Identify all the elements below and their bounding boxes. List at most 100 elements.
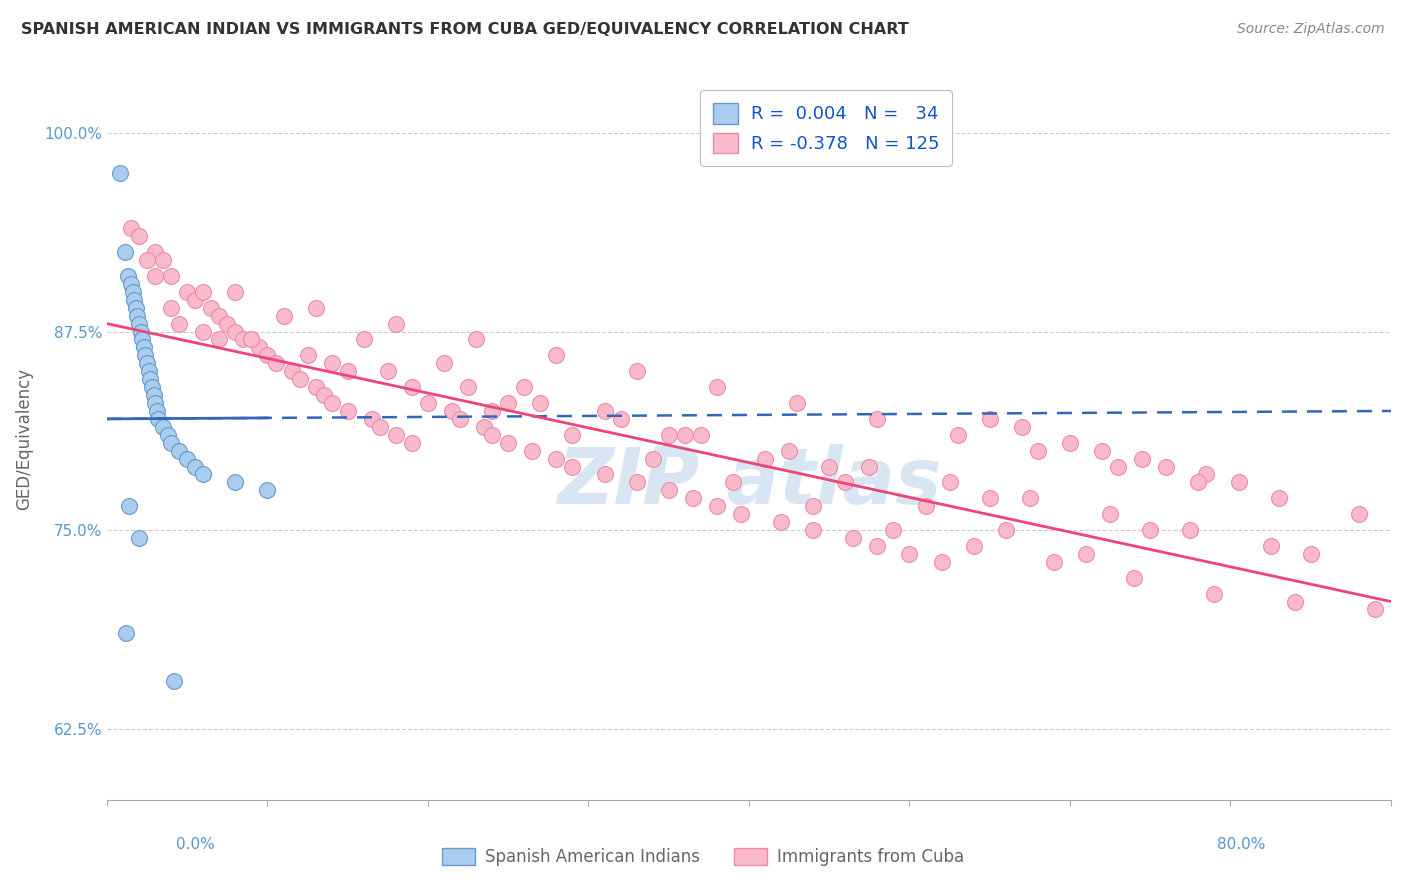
Point xyxy=(529,396,551,410)
Point xyxy=(1156,459,1178,474)
Point xyxy=(1348,507,1371,521)
Point xyxy=(142,388,165,402)
Point xyxy=(1260,539,1282,553)
Point xyxy=(898,547,921,561)
Point xyxy=(217,317,239,331)
Point xyxy=(224,325,246,339)
Point xyxy=(1026,443,1049,458)
Point xyxy=(184,459,207,474)
Point xyxy=(449,412,471,426)
Point xyxy=(1091,443,1114,458)
Point xyxy=(120,277,142,291)
Point xyxy=(706,380,728,394)
Point xyxy=(193,467,215,482)
Point xyxy=(1180,523,1202,537)
Point xyxy=(256,483,278,498)
Point xyxy=(457,380,479,394)
Point xyxy=(160,301,183,315)
Point xyxy=(673,427,696,442)
Point xyxy=(546,451,568,466)
Point xyxy=(416,396,439,410)
Point xyxy=(1130,451,1153,466)
Point xyxy=(249,341,271,355)
Point xyxy=(240,333,263,347)
Point xyxy=(304,301,326,315)
Point xyxy=(609,412,631,426)
Point xyxy=(117,268,139,283)
Point xyxy=(156,427,179,442)
Legend: Spanish American Indians, Immigrants from Cuba: Spanish American Indians, Immigrants fro… xyxy=(436,841,970,873)
Point xyxy=(706,500,728,514)
Point xyxy=(866,412,889,426)
Point xyxy=(730,507,752,521)
Point xyxy=(120,221,142,235)
Legend: R =  0.004   N =   34, R = -0.378   N = 125: R = 0.004 N = 34, R = -0.378 N = 125 xyxy=(700,90,952,166)
Point xyxy=(232,333,254,347)
Point xyxy=(143,396,166,410)
Point xyxy=(963,539,986,553)
Point xyxy=(134,348,156,362)
Point xyxy=(193,325,215,339)
Point xyxy=(842,531,865,545)
Point xyxy=(1227,475,1250,490)
Point xyxy=(770,515,793,529)
Point xyxy=(658,427,681,442)
Point xyxy=(136,253,159,268)
Point xyxy=(1107,459,1129,474)
Point xyxy=(143,245,166,260)
Point xyxy=(1018,491,1040,506)
Point xyxy=(1011,420,1033,434)
Point xyxy=(128,317,150,331)
Point xyxy=(167,443,190,458)
Point xyxy=(1284,594,1306,608)
Point xyxy=(176,451,198,466)
Point xyxy=(122,293,145,307)
Text: SPANISH AMERICAN INDIAN VS IMMIGRANTS FROM CUBA GED/EQUIVALENCY CORRELATION CHAR: SPANISH AMERICAN INDIAN VS IMMIGRANTS FR… xyxy=(21,22,908,37)
Point xyxy=(256,348,278,362)
Text: 80.0%: 80.0% xyxy=(1218,837,1265,852)
Point xyxy=(994,523,1017,537)
Point xyxy=(441,404,464,418)
Point xyxy=(1043,555,1066,569)
Point xyxy=(176,285,198,299)
Point xyxy=(626,364,648,378)
Point xyxy=(472,420,495,434)
Point xyxy=(818,459,841,474)
Point xyxy=(224,285,246,299)
Point xyxy=(1299,547,1322,561)
Point xyxy=(360,412,382,426)
Point xyxy=(132,341,155,355)
Point xyxy=(152,420,174,434)
Point xyxy=(121,285,143,299)
Point xyxy=(801,523,824,537)
Point xyxy=(193,285,215,299)
Point xyxy=(152,253,174,268)
Point xyxy=(1139,523,1161,537)
Point xyxy=(561,459,583,474)
Text: Source: ZipAtlas.com: Source: ZipAtlas.com xyxy=(1237,22,1385,37)
Point xyxy=(1074,547,1097,561)
Point xyxy=(129,325,152,339)
Point xyxy=(858,459,880,474)
Text: 0.0%: 0.0% xyxy=(176,837,215,852)
Point xyxy=(481,427,503,442)
Point xyxy=(184,293,207,307)
Point xyxy=(138,364,160,378)
Text: ZIP atlas: ZIP atlas xyxy=(557,444,941,520)
Point xyxy=(682,491,704,506)
Point xyxy=(1059,435,1081,450)
Point xyxy=(143,268,166,283)
Point xyxy=(658,483,681,498)
Point xyxy=(321,396,343,410)
Point xyxy=(136,356,159,370)
Point xyxy=(593,404,616,418)
Point xyxy=(128,531,150,545)
Point xyxy=(689,427,711,442)
Y-axis label: GED/Equivalency: GED/Equivalency xyxy=(15,368,32,510)
Point xyxy=(401,435,423,450)
Point xyxy=(546,348,568,362)
Point xyxy=(288,372,311,386)
Point xyxy=(401,380,423,394)
Point xyxy=(561,427,583,442)
Point xyxy=(1195,467,1218,482)
